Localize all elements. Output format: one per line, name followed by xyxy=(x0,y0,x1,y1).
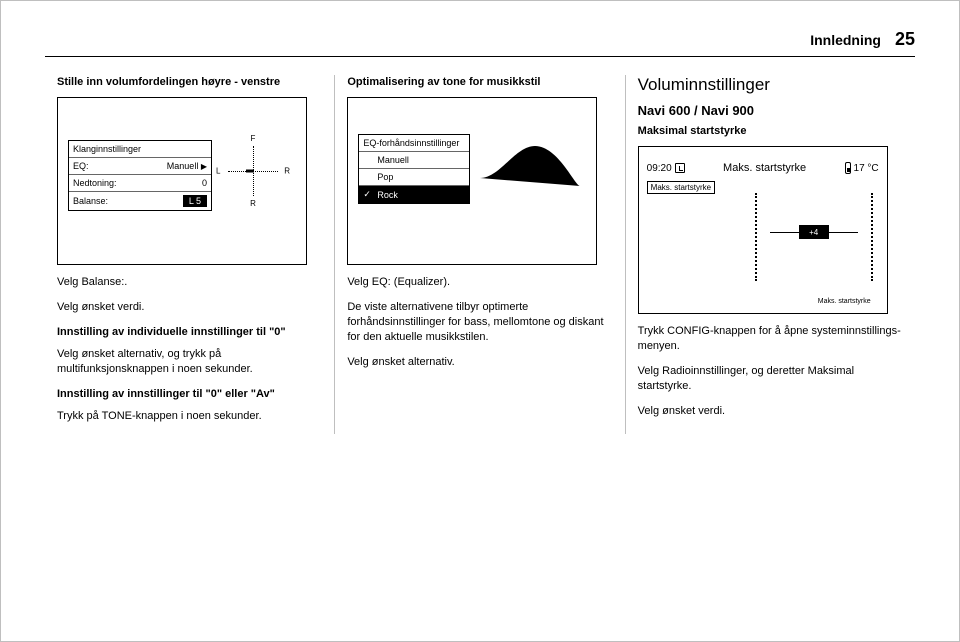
col3-heading-small: Maksimal startstyrke xyxy=(638,124,903,138)
f3-topbar: 09:20 Maks. startstyrke 17 °C xyxy=(647,157,879,179)
f2-panel-title: EQ-forhåndsinnstillinger xyxy=(359,135,469,152)
checkmark-icon: ✓ xyxy=(363,189,373,200)
header-page-number: 25 xyxy=(895,29,915,50)
f2-row-manuell-label: Manuell xyxy=(377,155,409,165)
col1-sub1-heading: Innstilling av individuelle innstillinge… xyxy=(57,325,322,339)
f1-label-front: F xyxy=(251,134,256,143)
chevron-right-icon: ▶ xyxy=(201,162,207,171)
col2-p1: Velg EQ: (Equalizer). xyxy=(347,275,612,290)
col3-p2: Velg Radioinnstillinger, og deretter Mak… xyxy=(638,364,903,394)
f2-presets-panel: EQ-forhåndsinnstillinger Manuell Pop ✓ R… xyxy=(358,134,470,204)
col3-heading-big: Voluminnstillinger xyxy=(638,75,903,95)
col1-heading: Stille inn volumfordelingen høyre - vens… xyxy=(57,75,322,89)
col1-p1: Velg Balanse:. xyxy=(57,275,322,290)
f1-settings-panel: Klanginnstillinger EQ: Manuell ▶ Nedtoni… xyxy=(68,140,212,211)
col2-p3: Velg ønsket alternativ. xyxy=(347,355,612,370)
f1-row-eq: EQ: Manuell ▶ xyxy=(69,158,211,175)
f2-row-pop-label: Pop xyxy=(377,172,393,182)
f1-row-nedtoning-label: Nedtoning: xyxy=(73,178,117,188)
f1-row-nedtoning: Nedtoning: 0 xyxy=(69,175,211,192)
figure-maks-startstyrke: 09:20 Maks. startstyrke 17 °C Maks. star… xyxy=(638,146,888,314)
header-section-title: Innledning xyxy=(810,32,881,48)
figure-klanginnstillinger: Klanginnstillinger EQ: Manuell ▶ Nedtoni… xyxy=(57,97,307,265)
page-header: Innledning 25 xyxy=(45,29,915,57)
column-2: Optimalisering av tone for musikkstil EQ… xyxy=(334,75,624,434)
f1-marker-icon xyxy=(246,170,254,173)
col1-sub1-body: Velg ønsket alternativ, og trykk på mult… xyxy=(57,347,322,377)
column-3: Voluminnstillinger Navi 600 / Navi 900 M… xyxy=(625,75,915,434)
f1-row-eq-value: Manuell xyxy=(167,161,199,171)
f1-row-balanse-value: L 5 xyxy=(183,195,207,207)
clock-icon xyxy=(675,163,685,173)
f2-row-pop: Pop xyxy=(359,169,469,186)
f3-slider: +4 xyxy=(755,193,873,281)
f3-tab-label: Maks. startstyrke xyxy=(647,181,715,194)
f1-label-left: L xyxy=(216,167,220,176)
col3-p1: Trykk CONFIG-knappen for å åpne systemin… xyxy=(638,324,903,354)
f3-time: 09:20 xyxy=(647,163,685,174)
f1-label-right: R xyxy=(284,167,290,176)
eq-curve-icon xyxy=(480,144,580,186)
f1-row-balanse: Balanse: L 5 xyxy=(69,192,211,210)
col1-p2: Velg ønsket verdi. xyxy=(57,300,322,315)
col2-heading: Optimalisering av tone for musikkstil xyxy=(347,75,612,89)
f3-caption: Maks. startstyrke xyxy=(818,298,871,305)
f1-label-rear: R xyxy=(250,199,256,208)
f3-slider-track-right xyxy=(871,193,873,281)
f3-slider-value: +4 xyxy=(799,225,829,239)
col2-p2: De viste alternativene tilbyr optimerte … xyxy=(347,300,612,345)
eq-curve-path xyxy=(480,146,580,186)
content-columns: Stille inn volumfordelingen høyre - vens… xyxy=(45,75,915,434)
f3-slider-track-left xyxy=(755,193,757,281)
f2-row-rock: ✓ Rock xyxy=(359,186,469,203)
figure-eq-presets: EQ-forhåndsinnstillinger Manuell Pop ✓ R… xyxy=(347,97,597,265)
f1-panel-title: Klanginnstillinger xyxy=(69,141,211,158)
manual-page: Innledning 25 Stille inn volumfordelinge… xyxy=(0,0,960,642)
col1-sub2-body: Trykk på TONE-knappen i noen sekunder. xyxy=(57,409,322,424)
f3-time-value: 09:20 xyxy=(647,163,672,174)
col3-heading-med: Navi 600 / Navi 900 xyxy=(638,103,903,118)
f1-row-nedtoning-value: 0 xyxy=(202,178,207,188)
f3-title: Maks. startstyrke xyxy=(723,162,806,174)
column-1: Stille inn volumfordelingen høyre - vens… xyxy=(45,75,334,434)
f1-row-balanse-label: Balanse: xyxy=(73,196,108,206)
f2-row-rock-label: Rock xyxy=(377,190,398,200)
f2-row-manuell: Manuell xyxy=(359,152,469,169)
col1-sub2-heading: Innstilling av innstillinger til "0" ell… xyxy=(57,387,322,401)
col3-p3: Velg ønsket verdi. xyxy=(638,404,903,419)
f1-row-eq-label: EQ: xyxy=(73,161,89,171)
f1-balance-crosshair: F R L R xyxy=(218,136,288,206)
f3-temp-value: 17 °C xyxy=(854,163,879,174)
thermometer-icon xyxy=(845,162,851,174)
f3-temp: 17 °C xyxy=(845,162,879,174)
